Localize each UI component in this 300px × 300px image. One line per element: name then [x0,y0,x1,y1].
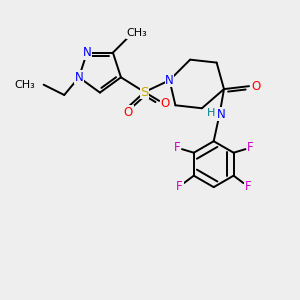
Text: N: N [165,74,174,87]
Text: H: H [207,108,215,118]
Text: CH₃: CH₃ [14,80,35,90]
Text: CH₃: CH₃ [126,28,147,38]
Text: O: O [251,80,260,93]
Text: F: F [244,180,251,193]
Text: F: F [176,180,183,193]
Text: F: F [174,141,180,154]
Text: S: S [140,85,149,98]
Text: N: N [82,46,91,59]
Text: N: N [75,71,83,84]
Text: O: O [124,106,133,118]
Text: O: O [160,97,170,110]
Text: F: F [247,141,254,154]
Text: N: N [217,108,225,121]
